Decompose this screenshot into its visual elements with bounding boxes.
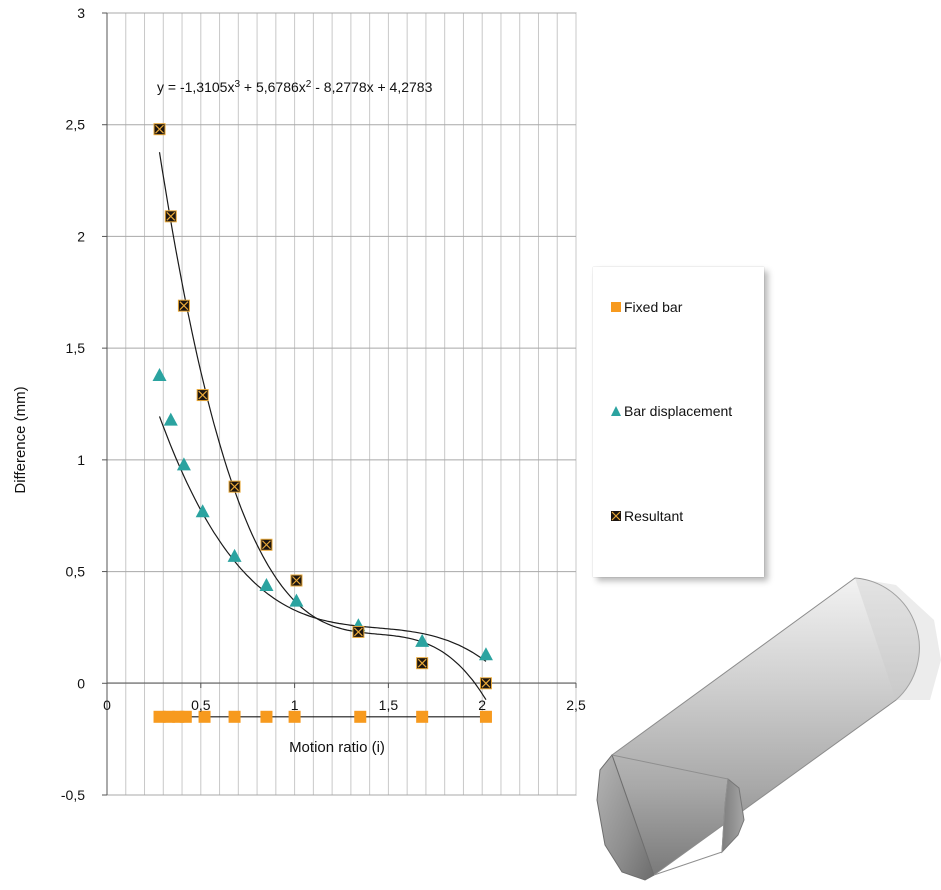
legend-item-fixed-bar: Fixed bar bbox=[609, 298, 749, 316]
x-tick-label: 1 bbox=[291, 697, 299, 713]
triangle-marker-icon bbox=[609, 402, 623, 420]
data-markers bbox=[152, 123, 493, 723]
data-point-bar-displacement bbox=[152, 367, 167, 381]
legend-label: Resultant bbox=[624, 508, 684, 524]
y-tick-label: 1 bbox=[77, 452, 85, 468]
data-point-bar-displacement bbox=[415, 633, 430, 647]
data-point-bar-displacement bbox=[227, 548, 242, 562]
trendlines bbox=[158, 152, 487, 718]
x-square-marker-icon bbox=[609, 507, 623, 525]
x-axis-title: Motion ratio (i) bbox=[289, 739, 385, 756]
data-point-fixed-bar bbox=[228, 710, 241, 723]
y-axis-title: Difference (mm) bbox=[12, 386, 29, 493]
legend: Fixed bar Bar displacement Resultant bbox=[593, 267, 764, 577]
data-point-resultant bbox=[352, 625, 365, 638]
x-tick-label: 0,5 bbox=[191, 697, 211, 713]
y-tick-label: 2,5 bbox=[66, 117, 86, 133]
y-tick-label: 0 bbox=[77, 675, 85, 691]
legend-item-resultant: Resultant bbox=[609, 507, 749, 525]
data-point-fixed-bar bbox=[354, 710, 367, 723]
y-tick-label: 1,5 bbox=[66, 340, 86, 356]
data-point-resultant bbox=[290, 574, 303, 587]
y-tick-label: -0,5 bbox=[61, 787, 85, 803]
data-point-resultant bbox=[416, 657, 429, 670]
data-point-bar-displacement bbox=[195, 504, 210, 518]
data-point-fixed-bar bbox=[288, 710, 301, 723]
legend-label: Bar displacement bbox=[624, 403, 733, 419]
data-point-resultant bbox=[196, 389, 209, 402]
trendline bbox=[158, 416, 487, 662]
y-tick-label: 2 bbox=[77, 228, 85, 244]
data-point-resultant bbox=[164, 210, 177, 223]
data-point-fixed-bar bbox=[153, 710, 166, 723]
legend-label: Fixed bar bbox=[624, 299, 683, 315]
data-point-fixed-bar bbox=[479, 710, 492, 723]
data-point-resultant bbox=[260, 538, 273, 551]
trendline bbox=[158, 152, 487, 701]
data-point-bar-displacement bbox=[289, 593, 304, 607]
legend-item-bar-displacement: Bar displacement bbox=[609, 402, 749, 420]
square-marker-icon bbox=[609, 298, 623, 316]
data-point-fixed-bar bbox=[260, 710, 273, 723]
data-point-bar-displacement bbox=[163, 412, 178, 426]
data-point-bar-displacement bbox=[478, 647, 493, 661]
y-tick-label: 0,5 bbox=[66, 564, 86, 580]
data-point-fixed-bar bbox=[179, 710, 192, 723]
data-point-resultant bbox=[479, 677, 492, 690]
axes bbox=[102, 12, 577, 796]
trendline-equation: y = -1,3105x3 + 5,6786x2 - 8,2778x + 4,2… bbox=[157, 79, 433, 96]
x-tick-label: 2 bbox=[478, 697, 486, 713]
data-point-fixed-bar bbox=[416, 710, 429, 723]
y-tick-label: 3 bbox=[77, 5, 85, 21]
data-point-bar-displacement bbox=[259, 577, 274, 591]
data-point-resultant bbox=[153, 123, 166, 136]
cylindrical-bar-illustration bbox=[596, 577, 941, 881]
grid bbox=[106, 12, 577, 796]
data-point-resultant bbox=[177, 299, 190, 312]
x-tick-label: 1,5 bbox=[379, 697, 399, 713]
x-tick-label: 2,5 bbox=[566, 697, 586, 713]
data-point-bar-displacement bbox=[176, 457, 191, 471]
data-point-fixed-bar bbox=[198, 710, 211, 723]
x-tick-label: 0 bbox=[103, 697, 111, 713]
data-point-fixed-bar bbox=[162, 710, 175, 723]
plot-area bbox=[106, 12, 577, 796]
data-point-resultant bbox=[228, 480, 241, 493]
tick-labels: -0,5 0 0,5 1 1,5 2 2,5 3 0 0,5 1 1,5 2 2,5 bbox=[61, 5, 586, 803]
